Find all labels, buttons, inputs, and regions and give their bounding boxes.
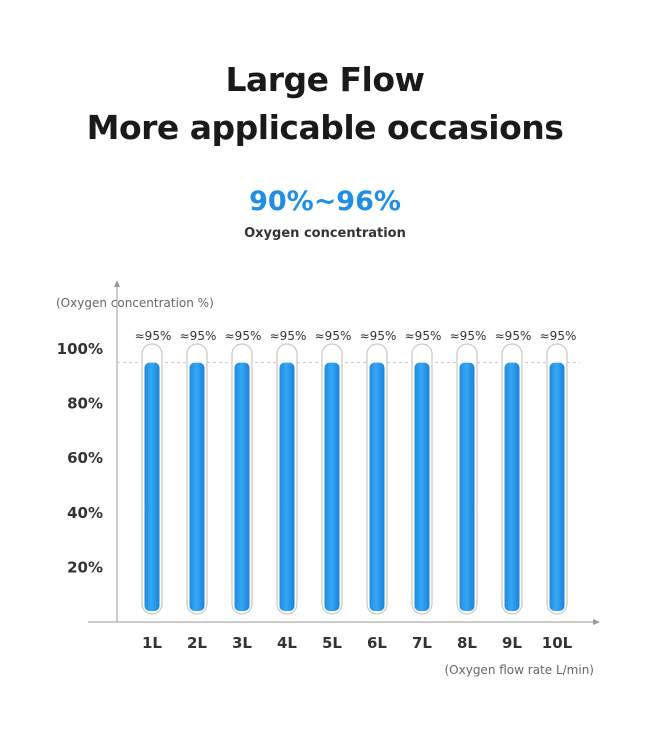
data-label: ≈95% <box>270 329 307 343</box>
x-tick-label: 6L <box>367 634 387 652</box>
bar <box>414 362 430 611</box>
y-tick-label: 40% <box>67 504 103 522</box>
x-axis-arrow <box>593 619 600 625</box>
y-tick-label: 60% <box>67 449 103 467</box>
x-tick-label: 4L <box>277 634 297 652</box>
headline-line1: Large Flow <box>225 60 425 99</box>
bar <box>369 362 385 611</box>
data-label: ≈95% <box>405 329 442 343</box>
headline-line2: More applicable occasions <box>86 108 564 147</box>
concentration-range-label: Oxygen concentration <box>244 226 406 241</box>
bar <box>234 362 250 611</box>
y-axis-title: (Oxygen concentration %) <box>56 296 214 310</box>
x-tick-label: 2L <box>187 634 207 652</box>
x-tick-label: 9L <box>502 634 522 652</box>
concentration-range: 90%~96% <box>249 186 401 217</box>
y-axis-arrow <box>114 280 120 287</box>
data-label: ≈95% <box>495 329 532 343</box>
x-tick-label: 8L <box>457 634 477 652</box>
bar <box>324 362 340 611</box>
bar <box>504 362 520 611</box>
data-label: ≈95% <box>135 329 172 343</box>
bar <box>144 362 160 611</box>
bar <box>279 362 295 611</box>
y-tick-label: 80% <box>67 395 103 413</box>
x-tick-label: 7L <box>412 634 432 652</box>
data-label: ≈95% <box>180 329 217 343</box>
x-axis-title: (Oxygen flow rate L/min) <box>444 663 594 677</box>
bar <box>549 362 565 611</box>
data-label: ≈95% <box>540 329 577 343</box>
data-label: ≈95% <box>225 329 262 343</box>
y-tick-label: 20% <box>67 558 103 576</box>
y-tick-label: 100% <box>57 340 103 358</box>
data-label: ≈95% <box>315 329 352 343</box>
data-label: ≈95% <box>360 329 397 343</box>
data-label: ≈95% <box>450 329 487 343</box>
x-tick-label: 10L <box>542 634 573 652</box>
oxygen-concentration-chart: (Oxygen concentration %) 20% 40% 60% 80% 100%… <box>56 280 600 677</box>
x-tick-label: 3L <box>232 634 252 652</box>
bar <box>459 362 475 611</box>
bar <box>189 362 205 611</box>
x-tick-label: 1L <box>142 634 162 652</box>
x-tick-label: 5L <box>322 634 342 652</box>
